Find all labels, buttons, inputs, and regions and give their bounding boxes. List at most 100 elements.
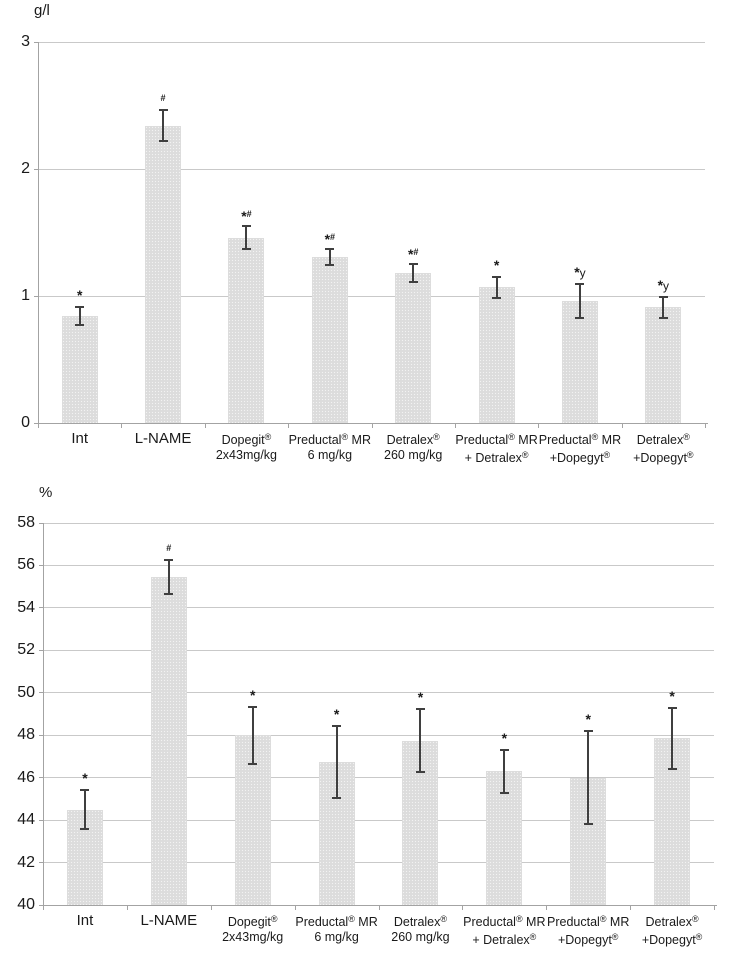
error-bar-bottom-cap (241, 248, 251, 251)
error-bar (328, 247, 331, 266)
significance-annotation: * (475, 256, 519, 273)
error-bar-top-cap (158, 109, 168, 112)
serum-gl-bar-chart: g/l 0 1 2 3 * Int # L-NAME *# Dopegit® 2x43mg/kg *# P… (0, 0, 740, 480)
error-bar (83, 789, 86, 830)
significance-annotation: * (315, 705, 359, 722)
y-axis-tick (34, 168, 38, 170)
bar (561, 301, 598, 423)
percent-bar-chart: % 40 42 44 46 48 50 52 54 56 58 * Int # L-NAME * Dopegit… (0, 482, 740, 962)
error-bar-bottom-cap (415, 771, 425, 774)
x-category-label: Detralex® 260 mg/kg (384, 432, 443, 462)
error-bar-bottom-cap (499, 791, 509, 794)
error-bar-top-cap (667, 706, 677, 709)
significance-annotation: * (482, 731, 526, 746)
hash-significance-mark: # (413, 246, 419, 257)
x-axis-line (38, 423, 708, 424)
x-axis-tick (294, 906, 296, 910)
x-category-label: L-NAME (134, 430, 192, 447)
error-bar-bottom-cap (80, 827, 90, 830)
error-bar (495, 275, 498, 299)
error-bar-top-cap (75, 306, 85, 309)
y-axis-tick-label: 1 (21, 287, 30, 304)
x-category-label: Dopegit® 2x43mg/kg (215, 432, 278, 462)
error-bar-bottom-cap (583, 823, 593, 826)
x-axis-line (43, 905, 717, 906)
bar (228, 237, 265, 423)
registered-mark: ® (521, 450, 529, 460)
y-axis-tick (39, 777, 43, 779)
asterisk-significance-mark: * (241, 207, 247, 224)
error-bar-top-cap (248, 705, 258, 708)
y-axis-unit-label: g/l (34, 2, 50, 19)
gridline (43, 734, 714, 736)
error-bar (587, 729, 590, 826)
significance-annotation: * (63, 771, 107, 786)
y-axis-line (38, 42, 39, 423)
y-axis-tick-label: 58 (17, 514, 35, 531)
significance-annotation: *# (391, 245, 435, 262)
x-category-label: Detralex® +Dopegyt® (641, 914, 703, 947)
error-bar-bottom-cap (158, 140, 168, 143)
y-axis-tick-label: 0 (21, 414, 30, 431)
bar (150, 577, 187, 905)
x-category-label: L-NAME (140, 912, 198, 929)
x-category-label: Detralex® +Dopegyt® (633, 432, 694, 465)
asterisk-significance-mark: * (249, 686, 256, 703)
bar (395, 273, 432, 423)
hash-significance-mark: # (160, 93, 166, 104)
x-axis-tick (210, 906, 212, 910)
y-axis-tick (39, 522, 43, 524)
bar (145, 125, 182, 423)
y-axis-tick (34, 41, 38, 43)
y-axis-line (43, 523, 44, 905)
asterisk-significance-mark: * (333, 705, 340, 722)
error-bar-bottom-cap (164, 593, 174, 596)
significance-annotation: *# (224, 207, 268, 224)
registered-mark: ® (508, 432, 515, 442)
x-axis-tick (38, 424, 39, 428)
registered-mark: ® (341, 432, 349, 442)
y-axis-tick (39, 607, 43, 609)
y-axis-tick-label: 50 (17, 683, 35, 701)
asterisk-significance-mark: * (324, 230, 331, 247)
error-bar-top-cap (415, 707, 425, 710)
y-axis-tick (39, 692, 43, 694)
y-axis-tick (39, 564, 43, 566)
error-bar-bottom-cap (332, 796, 342, 799)
gridline (43, 819, 714, 821)
x-axis-tick (288, 424, 290, 428)
significance-annotation: *y (558, 265, 602, 281)
registered-mark: ® (529, 932, 537, 942)
error-bar (419, 707, 422, 774)
x-axis-tick (538, 424, 540, 428)
x-axis-tick (705, 424, 706, 428)
error-bar (78, 306, 81, 327)
y-axis-tick (34, 295, 38, 297)
x-category-label: Preductal® MR + Detralex® (455, 432, 538, 465)
gridline (43, 777, 714, 779)
significance-annotation: # (141, 91, 185, 106)
asterisk-significance-mark: * (585, 710, 591, 727)
asterisk-significance-mark: * (493, 256, 500, 273)
x-category-label: Int (76, 912, 94, 929)
gridline (38, 168, 705, 170)
error-bar-bottom-cap (325, 263, 335, 266)
significance-letter: y (663, 279, 670, 293)
asterisk-significance-mark: * (82, 770, 88, 787)
asterisk-significance-mark: * (417, 688, 424, 705)
y-axis-tick-label: 42 (17, 853, 35, 871)
error-bar-bottom-cap (248, 762, 258, 765)
error-bar-top-cap (492, 275, 502, 278)
x-category-label: Preductal® MR 6 mg/kg (288, 432, 371, 462)
gridline (43, 607, 714, 609)
error-bar-top-cap (575, 283, 585, 286)
x-axis-tick (126, 906, 128, 910)
significance-annotation: * (58, 288, 102, 303)
registered-mark: ® (348, 914, 355, 924)
error-bar-top-cap (164, 559, 174, 562)
error-bar-bottom-cap (75, 324, 85, 327)
asterisk-significance-mark: * (407, 245, 414, 262)
bar (311, 256, 348, 423)
significance-annotation: * (398, 688, 442, 705)
